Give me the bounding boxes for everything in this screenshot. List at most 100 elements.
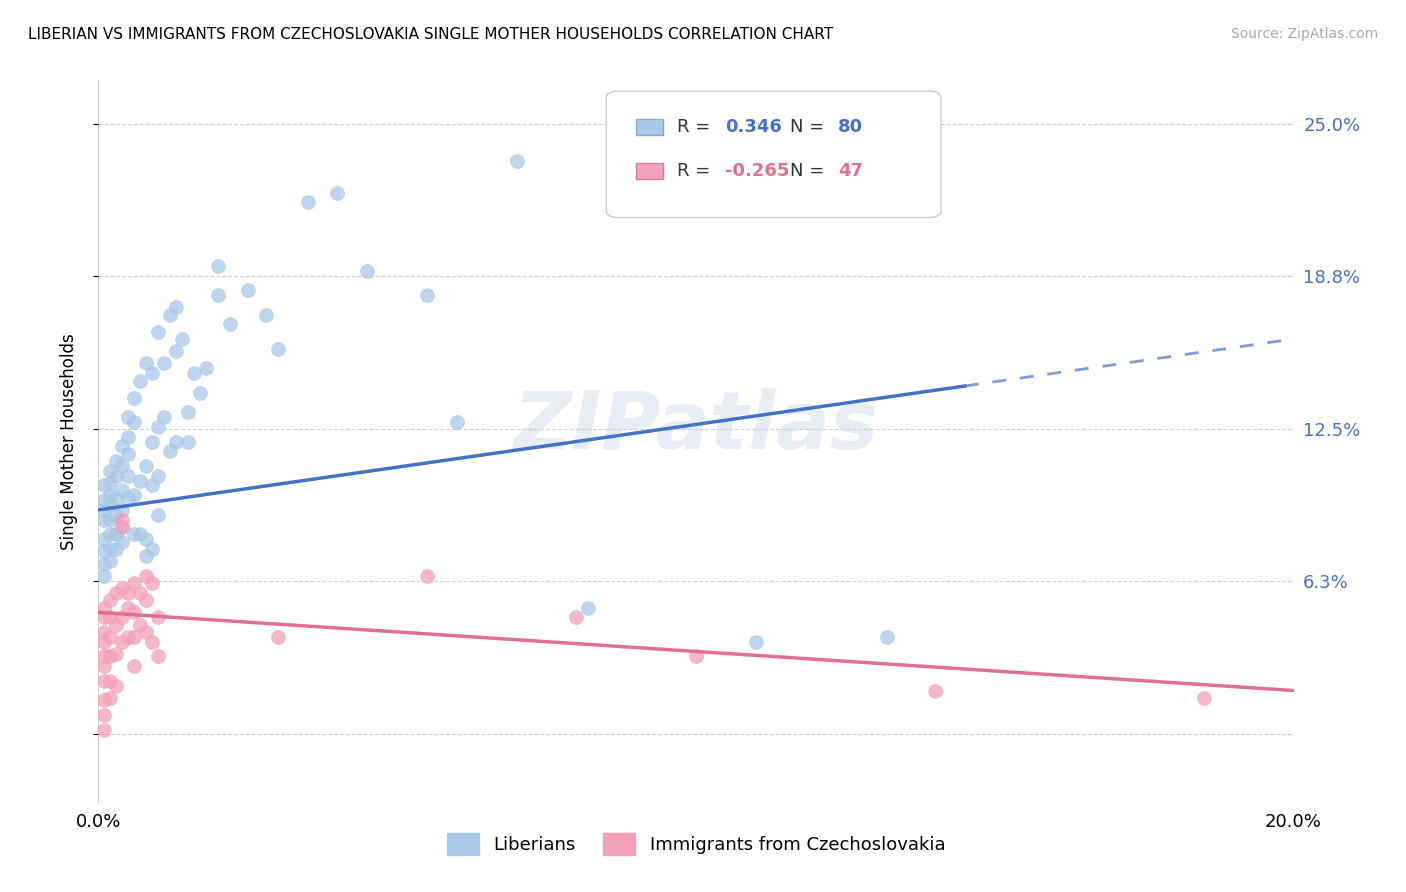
- Point: [98, 630, 122, 644]
- Point: [124, 415, 146, 429]
- Text: N =: N =: [790, 161, 831, 179]
- Point: [117, 586, 139, 600]
- Point: [93, 478, 115, 492]
- Point: [93, 610, 115, 624]
- Point: [416, 288, 439, 302]
- Point: [98, 527, 122, 541]
- Point: [159, 444, 181, 458]
- Point: [183, 366, 205, 380]
- Point: [93, 493, 115, 508]
- Point: [105, 491, 128, 505]
- Point: [356, 263, 378, 277]
- Point: [876, 630, 898, 644]
- Point: [141, 541, 163, 556]
- Point: [124, 630, 146, 644]
- Point: [105, 679, 128, 693]
- Point: [153, 410, 176, 425]
- Point: [111, 520, 134, 534]
- Point: [129, 374, 152, 388]
- Point: [98, 476, 122, 491]
- Point: [98, 554, 122, 568]
- Point: [98, 498, 122, 512]
- Point: [129, 527, 152, 541]
- Point: [267, 342, 290, 356]
- Point: [93, 707, 115, 722]
- Point: [98, 488, 122, 502]
- Point: [93, 569, 115, 583]
- Point: [153, 356, 176, 370]
- Point: [177, 434, 200, 449]
- FancyBboxPatch shape: [606, 91, 941, 218]
- Point: [93, 723, 115, 737]
- Point: [326, 186, 349, 200]
- Point: [236, 283, 259, 297]
- Point: [117, 447, 139, 461]
- Point: [565, 610, 588, 624]
- Point: [148, 508, 170, 522]
- FancyBboxPatch shape: [637, 120, 662, 136]
- Point: [148, 420, 170, 434]
- Point: [93, 634, 115, 648]
- Point: [117, 410, 139, 425]
- Point: [159, 308, 181, 322]
- Point: [111, 634, 134, 648]
- Point: [172, 332, 194, 346]
- Point: [93, 659, 115, 673]
- Point: [165, 434, 187, 449]
- Point: [117, 600, 139, 615]
- Y-axis label: Single Mother Households: Single Mother Households: [59, 334, 77, 549]
- Point: [105, 527, 128, 541]
- Text: 0.346: 0.346: [724, 119, 782, 136]
- Point: [129, 474, 152, 488]
- Point: [148, 649, 170, 664]
- Point: [98, 513, 122, 527]
- Point: [98, 541, 122, 556]
- Point: [141, 434, 163, 449]
- Point: [105, 468, 128, 483]
- Point: [98, 610, 122, 624]
- Point: [148, 468, 170, 483]
- Point: [105, 586, 128, 600]
- Point: [124, 391, 146, 405]
- Point: [93, 503, 115, 517]
- Point: [219, 318, 242, 332]
- Point: [117, 468, 139, 483]
- Point: [111, 503, 134, 517]
- Point: [685, 649, 707, 664]
- Point: [124, 606, 146, 620]
- Point: [93, 557, 115, 571]
- Point: [141, 634, 163, 648]
- Point: [188, 385, 211, 400]
- Point: [111, 520, 134, 534]
- Point: [165, 344, 187, 359]
- Point: [254, 308, 277, 322]
- Point: [105, 508, 128, 522]
- Point: [111, 483, 134, 498]
- Point: [117, 630, 139, 644]
- Point: [177, 405, 200, 419]
- Point: [135, 532, 157, 546]
- Point: [98, 593, 122, 607]
- Point: [124, 576, 146, 591]
- Point: [105, 617, 128, 632]
- Point: [93, 600, 115, 615]
- Point: [124, 488, 146, 502]
- Text: R =: R =: [676, 161, 716, 179]
- Point: [578, 600, 600, 615]
- Point: [135, 458, 157, 473]
- Point: [141, 366, 163, 380]
- Point: [111, 581, 134, 595]
- Point: [165, 300, 187, 314]
- Point: [93, 673, 115, 688]
- Text: 80: 80: [838, 119, 863, 136]
- Point: [111, 534, 134, 549]
- Point: [93, 544, 115, 558]
- Point: [93, 532, 115, 546]
- Point: [141, 576, 163, 591]
- Point: [98, 649, 122, 664]
- Point: [105, 454, 128, 468]
- Point: [148, 325, 170, 339]
- Point: [93, 624, 115, 639]
- Point: [93, 513, 115, 527]
- Point: [141, 478, 163, 492]
